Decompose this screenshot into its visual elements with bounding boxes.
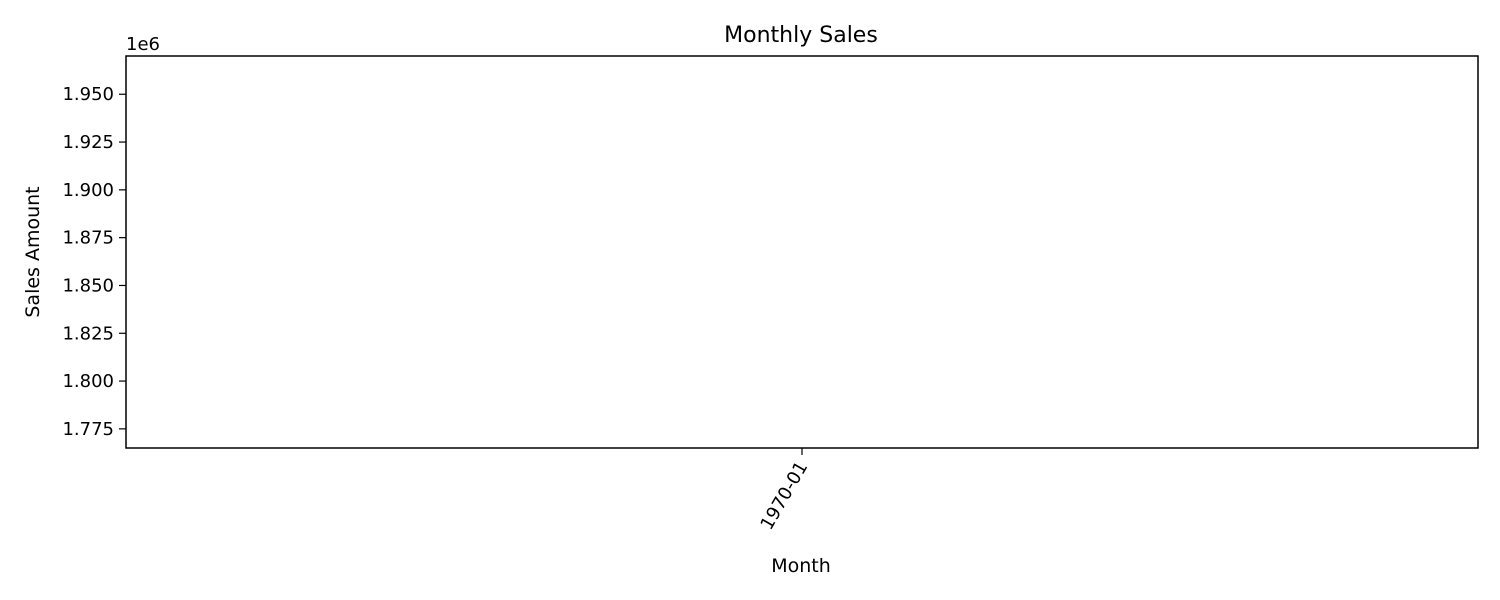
y-tick-label: 1.800 — [62, 371, 114, 392]
y-tick-label: 1.875 — [62, 228, 114, 249]
y-tick-label: 1.900 — [62, 180, 114, 201]
x-axis-label: Month — [771, 555, 831, 577]
y-axis-ticks: 1.775 1.800 1.825 1.850 1.875 1.900 1.925 1.950 — [62, 84, 126, 440]
x-tick-label: 1970-01 — [757, 458, 813, 534]
y-tick-label: 1.850 — [62, 275, 114, 296]
y-axis-offset-label: 1e6 — [126, 34, 160, 55]
y-tick-label: 1.925 — [62, 132, 114, 153]
y-tick-label: 1.950 — [62, 84, 114, 105]
chart-title: Monthly Sales — [724, 23, 878, 48]
plot-area — [125, 55, 1479, 449]
x-axis-ticks: 1970-01 — [757, 448, 813, 534]
y-tick-label: 1.775 — [62, 419, 114, 440]
y-tick-label: 1.825 — [62, 323, 114, 344]
y-axis-label: Sales Amount — [22, 186, 44, 317]
